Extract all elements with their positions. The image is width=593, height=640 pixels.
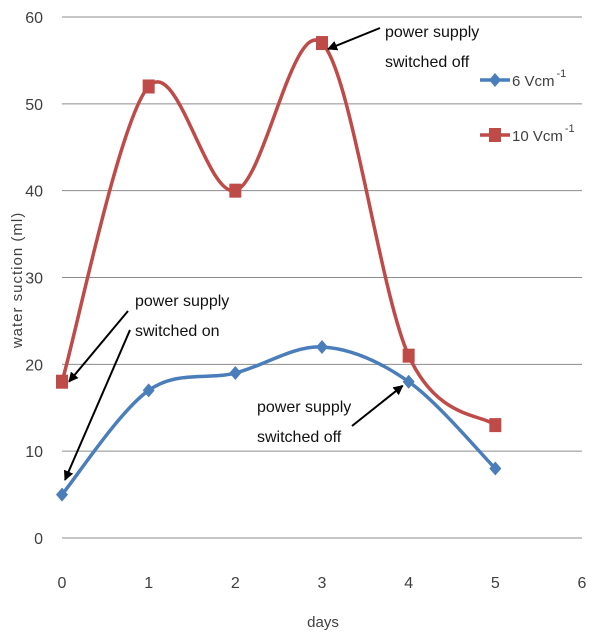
x-tick-label: 4 [404, 575, 413, 592]
annotation-text: power supply [257, 399, 351, 416]
legend-marker-6-vcm [489, 73, 501, 87]
data-point-10-vcm [229, 183, 242, 198]
y-tick-label: 60 [25, 10, 43, 27]
annotations: power supply switched off power supply swit… [63, 24, 479, 481]
legend-marker-10-vcm [489, 128, 501, 142]
annotation-arrow [63, 329, 131, 481]
legend-label-10-vcm: 10 Vcm -1 [512, 123, 575, 145]
annotation-arrow [327, 27, 381, 51]
y-tick-label: 30 [25, 271, 43, 288]
data-point-10-vcm [142, 79, 155, 94]
x-tick-label: 0 [58, 575, 67, 592]
x-axis-title: days [307, 614, 339, 631]
data-point-6-vcm [402, 374, 415, 389]
annotation-arrow [351, 384, 404, 427]
series-line-10-vcm [60, 38, 498, 427]
x-tick-label: 2 [231, 575, 240, 592]
axes: 0 10 20 30 40 50 60 0 1 2 3 4 5 6 [25, 10, 586, 592]
x-tick-label: 1 [144, 575, 153, 592]
annotation-text: power supply [385, 24, 479, 41]
data-point-10-vcm [316, 36, 328, 51]
annotation-text: switched off [385, 54, 470, 71]
annotation-text: power supply [135, 293, 229, 310]
data-point-6-vcm [489, 461, 502, 476]
x-tick-label: 5 [491, 575, 500, 592]
data-point-10-vcm [402, 348, 415, 363]
data-point-6-vcm [56, 487, 68, 502]
data-point-10-vcm [56, 374, 68, 389]
annotation-text: switched off [257, 429, 342, 446]
annotation-text: switched on [135, 323, 220, 340]
y-axis-title: water suction (ml) [9, 212, 26, 349]
y-tick-label: 50 [25, 97, 43, 114]
data-point-6-vcm [316, 339, 328, 354]
x-tick-label: 6 [578, 575, 587, 592]
data-point-6-vcm [142, 383, 155, 398]
data-point-6-vcm [229, 366, 242, 381]
legend: 6 Vcm -1 10 Vcm -1 [480, 68, 575, 145]
legend-label-6-vcm: 6 Vcm -1 [512, 68, 566, 90]
y-tick-label: 40 [25, 184, 43, 201]
y-tick-label: 0 [34, 531, 43, 548]
x-tick-label: 3 [318, 575, 327, 592]
y-tick-label: 20 [25, 357, 43, 374]
gridlines [62, 16, 582, 452]
series-lines [60, 38, 498, 497]
annotation-arrow [68, 310, 129, 383]
series-markers [56, 36, 502, 502]
y-tick-label: 10 [25, 444, 43, 461]
data-point-10-vcm [489, 418, 502, 433]
series-line-6-vcm [60, 345, 498, 497]
